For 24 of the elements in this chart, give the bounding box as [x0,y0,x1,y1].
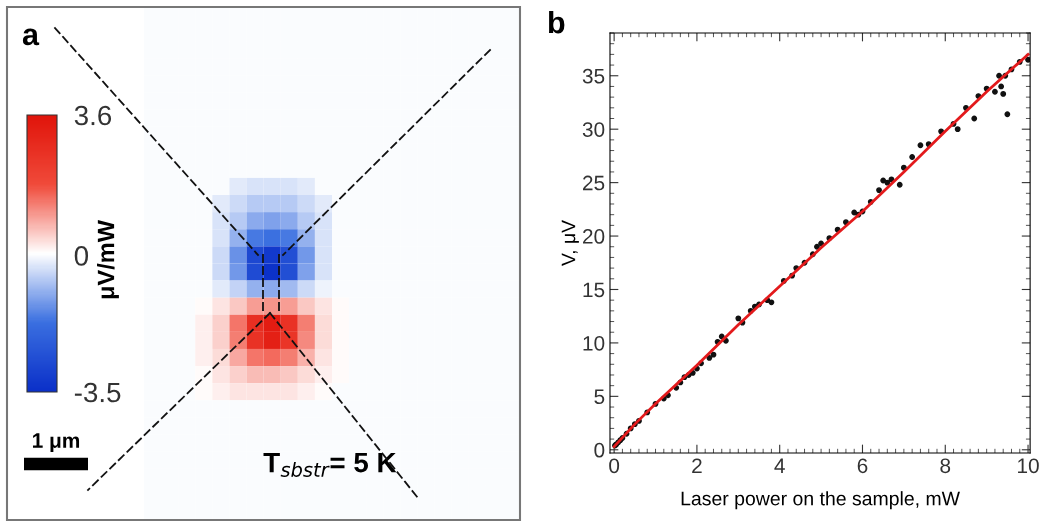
y-tick-label: 0 [594,442,605,458]
y-tick-label: 20 [583,229,605,244]
y-axis-title: V, μV [561,220,579,266]
y-tick-label: 35 [582,68,605,84]
color-bar-label: -3.5 [74,382,121,403]
x-tick-label: 2 [692,458,702,473]
x-tick-label: 0 [609,458,620,474]
x-tick-label: 6 [857,458,868,474]
annotation: T$_{sbstr}$= 5 K [263,453,397,477]
color-bar-label: 0 [74,246,89,266]
y-tick-label: 25 [583,175,605,191]
x-tick-label: 10 [1018,458,1039,474]
color-bar-label: 3.6 [74,105,112,126]
y-tick-label: 30 [582,122,605,137]
text: 1 μm [32,433,80,452]
chart-title: a [22,28,40,46]
color-bar-title: μV/mW [97,220,119,299]
y-tick-label: 10 [583,335,605,351]
chart-title: b [548,10,565,34]
x-tick-label: 8 [940,458,951,474]
x-tick-label: 4 [774,458,785,473]
y-tick-label: 5 [594,389,605,405]
x-axis-title: Laser power on the sample, mW [681,491,960,510]
y-tick-label: 15 [583,282,605,298]
